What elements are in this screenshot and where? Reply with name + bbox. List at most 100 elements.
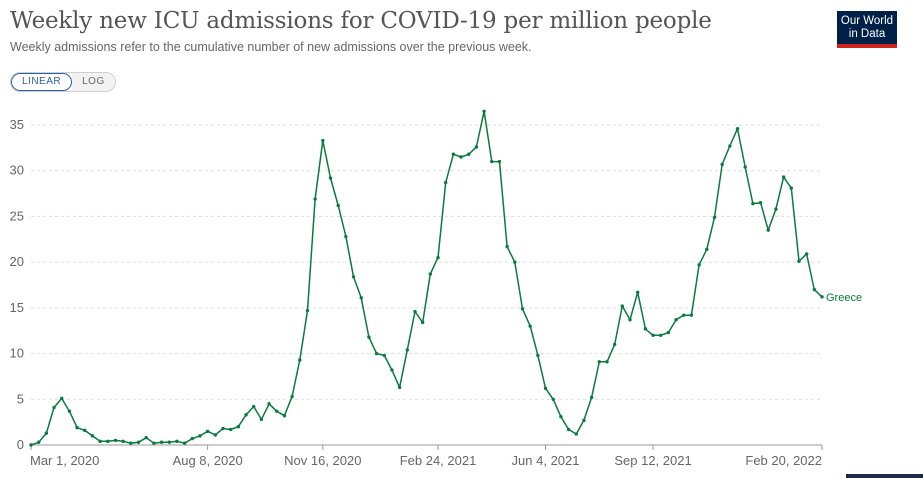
data-point: [83, 428, 87, 433]
data-point: [259, 417, 264, 422]
data-point: [75, 425, 79, 430]
data-point: [190, 436, 194, 441]
data-point: [336, 203, 340, 208]
y-tick-label: 0: [17, 437, 24, 452]
data-point: [267, 402, 271, 406]
data-point: [559, 414, 563, 419]
data-point: [198, 434, 202, 438]
data-point: [67, 409, 72, 413]
data-point: [275, 409, 279, 413]
data-point: [144, 435, 148, 440]
data-point: [321, 138, 325, 143]
data-point: [628, 318, 632, 322]
data-point: [513, 260, 517, 264]
data-point: [620, 304, 625, 308]
data-point: [766, 228, 770, 232]
linear-scale-button[interactable]: LINEAR: [11, 73, 73, 91]
data-point: [390, 368, 394, 372]
chart-title: Weekly new ICU admissions for COVID-19 p…: [10, 8, 712, 34]
data-point: [482, 109, 486, 113]
data-point: [252, 404, 256, 409]
data-point: [689, 313, 694, 317]
data-point: [236, 425, 241, 429]
data-point: [612, 342, 617, 347]
data-point: [374, 351, 379, 356]
data-point: [298, 358, 302, 362]
data-point: [328, 176, 333, 180]
y-tick-label: 35: [10, 117, 24, 132]
data-point: [574, 432, 578, 436]
data-point: [635, 290, 640, 295]
logo-line-2: in Data: [848, 28, 886, 40]
data-point: [136, 440, 141, 444]
data-point: [682, 313, 686, 317]
data-point: [697, 263, 701, 267]
data-point: [382, 353, 386, 358]
x-tick-label: Nov 16, 2020: [284, 453, 361, 468]
data-point: [367, 335, 371, 339]
data-point: [282, 414, 287, 418]
data-point: [735, 126, 740, 131]
y-tick-label: 20: [10, 254, 24, 269]
data-point: [804, 252, 809, 256]
series-line: [30, 110, 823, 446]
data-point: [536, 353, 540, 358]
data-point: [543, 386, 548, 391]
x-tick-label: Mar 1, 2020: [30, 453, 99, 468]
scrollbar-stub[interactable]: [846, 474, 923, 478]
x-tick-label: Sep 12, 2021: [614, 453, 691, 468]
data-point: [106, 439, 110, 444]
series-label: Greece: [826, 292, 862, 304]
data-point: [60, 396, 64, 401]
data-point: [797, 259, 801, 263]
data-point: [290, 394, 294, 399]
data-point: [443, 180, 448, 185]
data-point: [812, 287, 817, 292]
y-tick-label: 25: [10, 208, 24, 223]
data-point: [344, 234, 348, 239]
line-chart: 0 5 10 15 20 25 30 35 Mar 1, 2020 Aug 8, 2020 Nov …: [10, 109, 862, 468]
data-point: [659, 333, 663, 337]
scale-toggle: LINEAR LOG: [10, 72, 116, 92]
data-point: [98, 439, 102, 444]
data-point: [643, 327, 648, 331]
data-point: [474, 145, 479, 149]
data-point: [490, 159, 494, 164]
owid-logo[interactable]: Our World in Data: [837, 11, 897, 48]
data-point: [359, 296, 363, 300]
data-point: [459, 155, 463, 159]
data-point: [758, 201, 763, 205]
data-point: [666, 330, 671, 335]
data-point: [789, 186, 793, 190]
data-point: [244, 413, 248, 417]
data-point: [159, 440, 164, 444]
data-point: [228, 427, 233, 432]
data-point: [651, 333, 655, 337]
y-tick-label: 15: [10, 300, 24, 315]
data-point: [597, 360, 601, 364]
data-point: [436, 255, 440, 260]
data-point: [551, 397, 555, 401]
data-point: [213, 433, 218, 437]
data-point: [182, 441, 187, 445]
data-point: [589, 395, 594, 400]
data-point: [528, 324, 532, 328]
data-point: [820, 295, 824, 299]
data-point: [351, 275, 356, 279]
data-point: [605, 360, 609, 364]
data-point: [175, 439, 179, 444]
data-point: [451, 152, 456, 156]
data-point: [397, 385, 402, 390]
data-point: [313, 197, 317, 201]
data-point: [743, 165, 747, 169]
data-point: [405, 348, 410, 352]
data-point: [497, 159, 502, 164]
data-point: [520, 307, 525, 311]
log-scale-button[interactable]: LOG: [72, 73, 115, 91]
data-point: [113, 438, 118, 443]
data-point: [566, 427, 571, 432]
data-point: [781, 175, 786, 179]
data-point: [52, 405, 56, 410]
data-point: [712, 215, 717, 220]
y-tick-label: 10: [10, 346, 24, 361]
